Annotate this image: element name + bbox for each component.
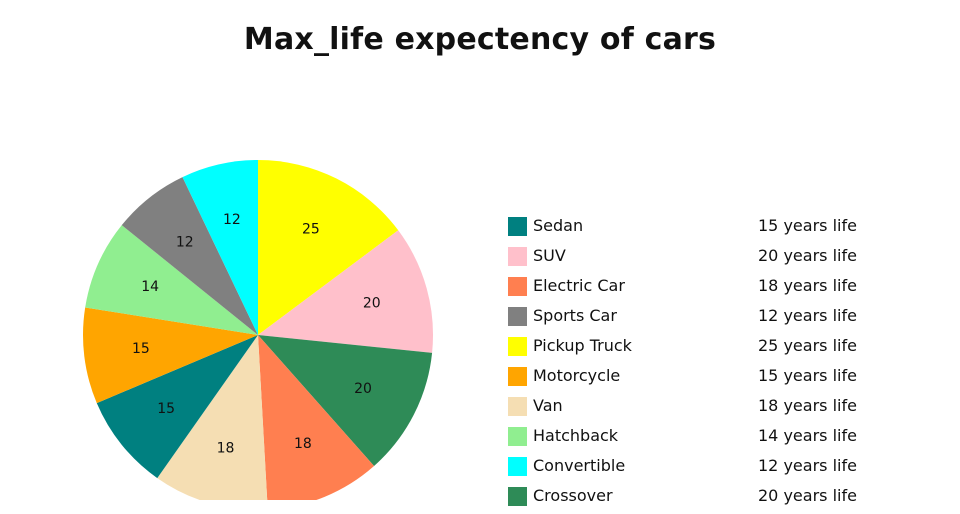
legend: Sedan 15 years life SUV 20 years life Electr… (508, 214, 928, 514)
legend-label: Pickup Truck (533, 336, 632, 355)
legend-item[interactable]: Sports Car 12 years life (508, 304, 928, 334)
legend-item[interactable]: Electric Car 18 years life (508, 274, 928, 304)
legend-label: Van (533, 396, 563, 415)
legend-swatch (508, 487, 527, 506)
legend-swatch (508, 427, 527, 446)
slice-value-label: 12 (223, 212, 241, 228)
legend-swatch (508, 457, 527, 476)
legend-swatch (508, 397, 527, 416)
legend-swatch (508, 247, 527, 266)
legend-label: Convertible (533, 456, 626, 475)
legend-swatch (508, 307, 527, 326)
pie-slice-sedan (96, 335, 259, 479)
legend-value: 20 years life (758, 486, 857, 505)
slice-value-label: 20 (354, 381, 372, 397)
legend-label: Crossover (533, 486, 613, 505)
legend-item[interactable]: Crossover 20 years life (508, 484, 928, 514)
pie-slice-crossover (258, 335, 433, 466)
slice-value-label: 18 (294, 436, 312, 452)
legend-item[interactable]: Convertible 12 years life (508, 454, 928, 484)
legend-label: SUV (533, 246, 566, 265)
legend-item[interactable]: Motorcycle 15 years life (508, 364, 928, 394)
chart-title: Max_life expectency of cars (243, 22, 717, 57)
legend-value: 12 years life (758, 306, 857, 325)
pie-slice-hatchback (85, 225, 259, 335)
slice-value-label: 20 (363, 296, 381, 312)
pie-slice-convertible (182, 160, 258, 335)
legend-value: 14 years life (758, 426, 857, 445)
pie-slice-electric-car (258, 335, 375, 500)
legend-label: Hatchback (533, 426, 619, 445)
legend-label: Motorcycle (533, 366, 621, 385)
legend-swatch (508, 367, 527, 386)
legend-value: 25 years life (758, 336, 857, 355)
slice-value-label: 25 (302, 222, 320, 238)
pie-slice-suv (258, 230, 433, 353)
legend-value: 15 years life (758, 216, 857, 235)
legend-item[interactable]: SUV 20 years life (508, 244, 928, 274)
legend-label: Electric Car (533, 276, 625, 295)
slice-value-label: 18 (217, 440, 235, 456)
pie-chart: 25 20 20 18 18 15 15 14 12 12 (83, 160, 433, 500)
legend-item[interactable]: Sedan 15 years life (508, 214, 928, 244)
slice-value-label: 12 (176, 234, 194, 250)
legend-item[interactable]: Hatchback 14 years life (508, 424, 928, 454)
legend-value: 18 years life (758, 396, 857, 415)
pie-slice-motorcycle (83, 307, 258, 404)
legend-value: 12 years life (758, 456, 857, 475)
legend-value: 18 years life (758, 276, 857, 295)
pie-slice-pickup-truck (258, 160, 399, 335)
legend-swatch (508, 277, 527, 296)
slice-value-label: 15 (132, 341, 150, 357)
pie-slice-sports-car (121, 177, 259, 335)
legend-swatch (508, 217, 527, 236)
legend-value: 20 years life (758, 246, 857, 265)
legend-label: Sports Car (533, 306, 617, 325)
legend-item[interactable]: Pickup Truck 25 years life (508, 334, 928, 364)
legend-label: Sedan (533, 216, 584, 235)
legend-swatch (508, 337, 527, 356)
slice-value-label: 14 (141, 279, 159, 295)
legend-value: 15 years life (758, 366, 857, 385)
legend-item[interactable]: Van 18 years life (508, 394, 928, 424)
pie-slice-van (157, 335, 268, 500)
slice-value-label: 15 (157, 401, 175, 417)
